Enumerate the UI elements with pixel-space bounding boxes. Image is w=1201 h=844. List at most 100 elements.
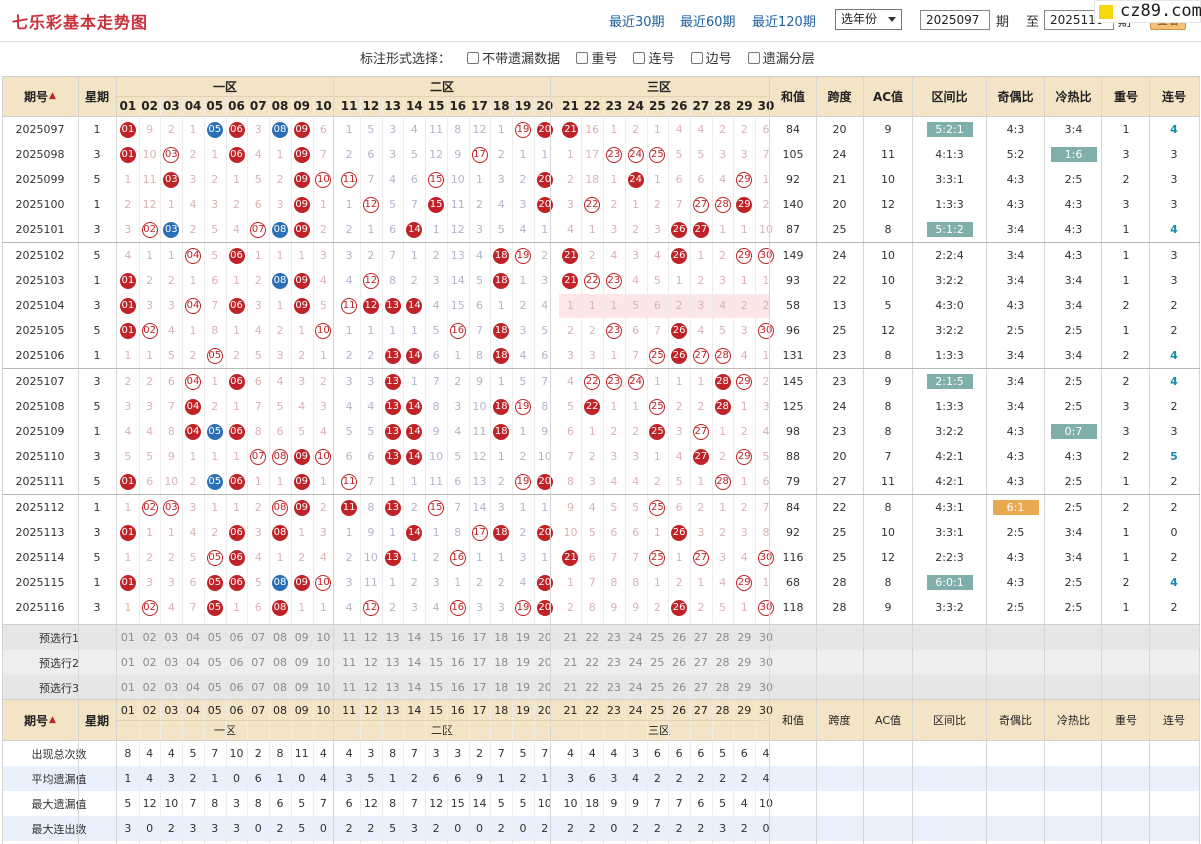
preselect-number[interactable]: 13 bbox=[385, 681, 400, 694]
preselect-number[interactable]: 23 bbox=[606, 656, 621, 669]
start-period-input[interactable]: 2025097 bbox=[920, 10, 990, 30]
period-header[interactable]: 期号 ▲ bbox=[24, 89, 56, 104]
year-select[interactable]: 选年份 bbox=[835, 9, 902, 30]
preselect-number[interactable]: 16 bbox=[450, 681, 465, 694]
preselect-number[interactable]: 05 bbox=[207, 656, 222, 669]
preselect-number[interactable]: 18 bbox=[494, 656, 509, 669]
preselect-number[interactable]: 11 bbox=[342, 631, 357, 644]
preselect-number[interactable]: 06 bbox=[229, 681, 244, 694]
preselect-number[interactable]: 21 bbox=[563, 656, 578, 669]
preselect-number[interactable]: 04 bbox=[186, 631, 201, 644]
preselect-number[interactable]: 14 bbox=[407, 656, 422, 669]
preselect-number[interactable]: 18 bbox=[494, 681, 509, 694]
preselect-number[interactable]: 09 bbox=[294, 656, 309, 669]
preselect-number[interactable]: 10 bbox=[316, 681, 331, 694]
preselect-number[interactable]: 17 bbox=[472, 656, 487, 669]
preselect-number[interactable]: 01 bbox=[120, 656, 135, 669]
preselect-number[interactable]: 04 bbox=[186, 681, 201, 694]
preselect-number[interactable]: 21 bbox=[563, 631, 578, 644]
preselect-number[interactable]: 16 bbox=[450, 631, 465, 644]
preselect-number[interactable]: 25 bbox=[650, 631, 665, 644]
preselect-number[interactable]: 25 bbox=[650, 681, 665, 694]
preselect-number[interactable]: 12 bbox=[363, 656, 378, 669]
preselect-number[interactable]: 08 bbox=[272, 656, 287, 669]
preselect-number[interactable]: 24 bbox=[628, 656, 643, 669]
preselect-number[interactable]: 29 bbox=[737, 631, 752, 644]
preselect-number[interactable]: 28 bbox=[715, 631, 730, 644]
recent-120-link[interactable]: 最近120期 bbox=[752, 15, 816, 30]
preselect-number[interactable]: 19 bbox=[515, 631, 530, 644]
preselect-number[interactable]: 28 bbox=[715, 656, 730, 669]
preselect-number[interactable]: 07 bbox=[251, 681, 266, 694]
preselect-number[interactable]: 22 bbox=[585, 681, 600, 694]
preselect-number[interactable]: 17 bbox=[472, 631, 487, 644]
preselect-number[interactable]: 23 bbox=[606, 631, 621, 644]
preselect-number[interactable]: 10 bbox=[316, 631, 331, 644]
footer-period-header[interactable]: 期号 ▲ bbox=[24, 713, 56, 728]
preselect-number[interactable]: 04 bbox=[186, 656, 201, 669]
preselect-number[interactable]: 25 bbox=[650, 656, 665, 669]
preselect-number[interactable]: 14 bbox=[407, 681, 422, 694]
preselect-number[interactable]: 26 bbox=[672, 656, 687, 669]
consecutive-checkbox[interactable] bbox=[633, 52, 646, 64]
preselect-number[interactable]: 13 bbox=[385, 656, 400, 669]
preselect-number[interactable]: 05 bbox=[207, 631, 222, 644]
preselect-number[interactable]: 18 bbox=[494, 631, 509, 644]
preselect-number[interactable]: 15 bbox=[429, 631, 444, 644]
preselect-number[interactable]: 20 bbox=[537, 631, 552, 644]
preselect-number[interactable]: 26 bbox=[672, 681, 687, 694]
preselect-number[interactable]: 03 bbox=[164, 631, 179, 644]
preselect-number[interactable]: 08 bbox=[272, 681, 287, 694]
preselect-number[interactable]: 24 bbox=[628, 681, 643, 694]
preselect-number[interactable]: 19 bbox=[515, 656, 530, 669]
miss-layer-checkbox[interactable] bbox=[747, 52, 760, 64]
preselect-number[interactable]: 23 bbox=[606, 681, 621, 694]
preselect-number[interactable]: 09 bbox=[294, 681, 309, 694]
preselect-number[interactable]: 11 bbox=[342, 681, 357, 694]
preselect-number[interactable]: 02 bbox=[142, 656, 157, 669]
preselect-number[interactable]: 20 bbox=[537, 656, 552, 669]
preselect-number[interactable]: 01 bbox=[120, 631, 135, 644]
edge-checkbox[interactable] bbox=[690, 52, 703, 64]
preselect-number[interactable]: 10 bbox=[316, 656, 331, 669]
preselect-number[interactable]: 07 bbox=[251, 631, 266, 644]
preselect-number[interactable]: 30 bbox=[759, 631, 774, 644]
preselect-number[interactable]: 29 bbox=[737, 681, 752, 694]
preselect-number[interactable]: 19 bbox=[515, 681, 530, 694]
preselect-number[interactable]: 06 bbox=[229, 631, 244, 644]
preselect-number[interactable]: 21 bbox=[563, 681, 578, 694]
no-miss-checkbox[interactable] bbox=[467, 52, 480, 64]
preselect-number[interactable]: 29 bbox=[737, 656, 752, 669]
preselect-number[interactable]: 30 bbox=[759, 681, 774, 694]
preselect-number[interactable]: 30 bbox=[759, 656, 774, 669]
preselect-number[interactable]: 27 bbox=[693, 631, 708, 644]
preselect-number[interactable]: 01 bbox=[120, 681, 135, 694]
preselect-number[interactable]: 24 bbox=[628, 631, 643, 644]
preselect-number[interactable]: 15 bbox=[429, 681, 444, 694]
preselect-number[interactable]: 02 bbox=[142, 681, 157, 694]
preselect-number[interactable]: 26 bbox=[672, 631, 687, 644]
preselect-number[interactable]: 03 bbox=[164, 656, 179, 669]
repeat-checkbox[interactable] bbox=[576, 52, 589, 64]
preselect-number[interactable]: 08 bbox=[272, 631, 287, 644]
preselect-number[interactable]: 14 bbox=[407, 631, 422, 644]
preselect-number[interactable]: 06 bbox=[229, 656, 244, 669]
preselect-number[interactable]: 27 bbox=[693, 681, 708, 694]
preselect-number[interactable]: 22 bbox=[585, 656, 600, 669]
preselect-number[interactable]: 22 bbox=[585, 631, 600, 644]
preselect-number[interactable]: 02 bbox=[142, 631, 157, 644]
preselect-number[interactable]: 16 bbox=[450, 656, 465, 669]
preselect-number[interactable]: 11 bbox=[342, 656, 357, 669]
preselect-number[interactable]: 15 bbox=[429, 656, 444, 669]
preselect-number[interactable]: 13 bbox=[385, 631, 400, 644]
preselect-number[interactable]: 05 bbox=[207, 681, 222, 694]
preselect-number[interactable]: 20 bbox=[537, 681, 552, 694]
preselect-number[interactable]: 27 bbox=[693, 656, 708, 669]
preselect-number[interactable]: 03 bbox=[164, 681, 179, 694]
preselect-number[interactable]: 12 bbox=[363, 681, 378, 694]
preselect-number[interactable]: 12 bbox=[363, 631, 378, 644]
preselect-number[interactable]: 28 bbox=[715, 681, 730, 694]
preselect-number[interactable]: 17 bbox=[472, 681, 487, 694]
recent-30-link[interactable]: 最近30期 bbox=[609, 15, 665, 30]
recent-60-link[interactable]: 最近60期 bbox=[680, 15, 736, 30]
